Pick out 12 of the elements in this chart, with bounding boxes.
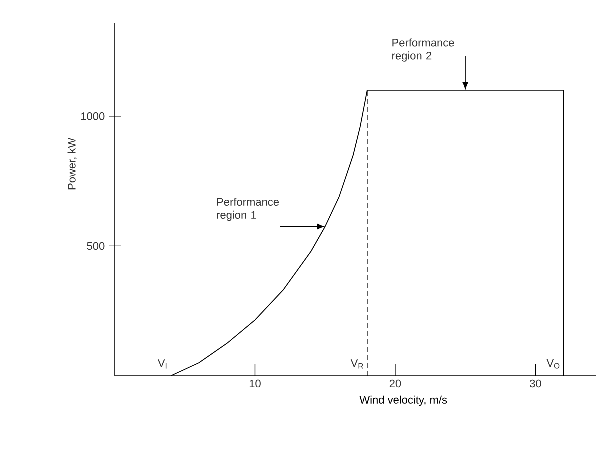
- annotation: V$_{O}$: [546, 360, 560, 369]
- y-tick-label: 500: [87, 242, 105, 250]
- annotation: V$_{I}$: [158, 360, 167, 369]
- x-tick-label: 10: [250, 380, 261, 388]
- annotation: Performance region 1: [217, 198, 280, 222]
- annotation: Performance region 2: [392, 38, 454, 62]
- x-tick-label: 30: [530, 380, 542, 388]
- y-tick-label: 1000: [82, 112, 105, 120]
- x-tick-label: 20: [390, 380, 402, 388]
- x-axis-title: Wind velocity, m/s: [360, 396, 448, 406]
- annotation: V$_{R}$: [350, 360, 364, 369]
- y-axis-title: Power, kW: [68, 138, 78, 190]
